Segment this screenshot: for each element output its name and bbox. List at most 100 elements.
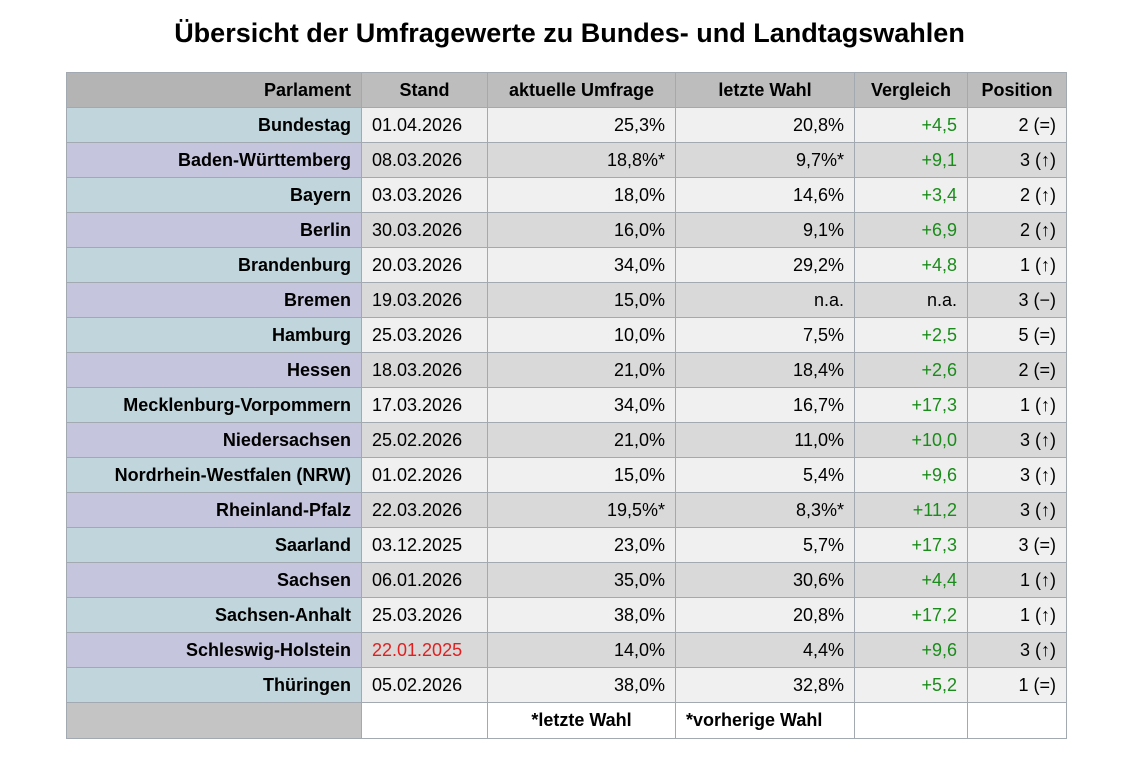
cell-umfrage: 21,0% [487, 352, 676, 388]
table-row: Sachsen-Anhalt 25.03.2026 38,0% 20,8% +17,2 1… [66, 597, 1067, 633]
cell-position: 1 (↑) [967, 562, 1067, 598]
cell-position: 3 (↑) [967, 142, 1067, 178]
cell-umfrage: 21,0% [487, 422, 676, 458]
header-stand[interactable]: Stand [361, 72, 488, 108]
poll-table: Parlament Stand aktuelle Umfrage letzte … [66, 72, 1067, 739]
cell-stand: 01.02.2026 [361, 457, 488, 493]
cell-parlament: Berlin [66, 212, 362, 248]
table-row: Berlin 30.03.2026 16,0% 9,1% +6,9 2 (↑) [66, 212, 1067, 248]
cell-vergleich: +6,9 [854, 212, 968, 248]
cell-umfrage: 38,0% [487, 667, 676, 703]
cell-parlament: Nordrhein-Westfalen (NRW) [66, 457, 362, 493]
footer-blank-cell [66, 702, 362, 739]
cell-vergleich: +17,3 [854, 387, 968, 423]
cell-stand: 03.03.2026 [361, 177, 488, 213]
cell-umfrage: 14,0% [487, 632, 676, 668]
cell-wahl: 16,7% [675, 387, 855, 423]
cell-umfrage: 16,0% [487, 212, 676, 248]
cell-stand: 20.03.2026 [361, 247, 488, 283]
cell-stand: 22.03.2026 [361, 492, 488, 528]
header-umfrage[interactable]: aktuelle Umfrage [487, 72, 676, 108]
cell-parlament: Mecklenburg-Vorpommern [66, 387, 362, 423]
table-row: Bremen 19.03.2026 15,0% n.a. n.a. 3 (−) [66, 282, 1067, 318]
cell-stand: 19.03.2026 [361, 282, 488, 318]
cell-umfrage: 38,0% [487, 597, 676, 633]
cell-vergleich: +5,2 [854, 667, 968, 703]
table-row: Saarland 03.12.2025 23,0% 5,7% +17,3 3 (=) [66, 527, 1067, 563]
cell-umfrage: 15,0% [487, 457, 676, 493]
cell-stand: 03.12.2025 [361, 527, 488, 563]
cell-umfrage: 18,0% [487, 177, 676, 213]
cell-umfrage: 10,0% [487, 317, 676, 353]
table-row: Bayern 03.03.2026 18,0% 14,6% +3,4 2 (↑) [66, 177, 1067, 213]
cell-stand: 25.03.2026 [361, 597, 488, 633]
table-footer-row: *letzte Wahl *vorherige Wahl [66, 702, 1067, 739]
cell-wahl: n.a. [675, 282, 855, 318]
cell-parlament: Thüringen [66, 667, 362, 703]
cell-wahl: 9,7%* [675, 142, 855, 178]
cell-wahl: 7,5% [675, 317, 855, 353]
cell-position: 2 (↑) [967, 212, 1067, 248]
cell-stand: 25.02.2026 [361, 422, 488, 458]
cell-parlament: Saarland [66, 527, 362, 563]
cell-position: 3 (=) [967, 527, 1067, 563]
cell-vergleich: +10,0 [854, 422, 968, 458]
cell-stand: 17.03.2026 [361, 387, 488, 423]
cell-parlament: Hamburg [66, 317, 362, 353]
header-parlament[interactable]: Parlament [66, 72, 362, 108]
table-row: Brandenburg 20.03.2026 34,0% 29,2% +4,8 1 (↑) [66, 247, 1067, 283]
cell-parlament: Sachsen [66, 562, 362, 598]
header-position[interactable]: Position [967, 72, 1067, 108]
cell-umfrage: 15,0% [487, 282, 676, 318]
cell-wahl: 5,4% [675, 457, 855, 493]
page-title: Übersicht der Umfragewerte zu Bundes- un… [174, 18, 965, 48]
cell-wahl: 30,6% [675, 562, 855, 598]
cell-umfrage: 19,5%* [487, 492, 676, 528]
cell-vergleich: +4,5 [854, 107, 968, 143]
cell-umfrage: 18,8%* [487, 142, 676, 178]
cell-position: 3 (↑) [967, 632, 1067, 668]
table-row: Schleswig-Holstein 22.01.2025 14,0% 4,4% +9,… [66, 632, 1067, 668]
cell-umfrage: 34,0% [487, 387, 676, 423]
table-row: Rheinland-Pfalz 22.03.2026 19,5%* 8,3%* +11,… [66, 492, 1067, 528]
table-row: Baden-Württemberg 08.03.2026 18,8%* 9,7%* +9… [66, 142, 1067, 178]
cell-parlament: Bundestag [66, 107, 362, 143]
table-row: Thüringen 05.02.2026 38,0% 32,8% +5,2 1 (=) [66, 667, 1067, 703]
cell-stand: 05.02.2026 [361, 667, 488, 703]
cell-wahl: 18,4% [675, 352, 855, 388]
header-vergleich[interactable]: Vergleich [854, 72, 968, 108]
table-body: Bundestag 01.04.2026 25,3% 20,8% +4,5 2 (=) Ba… [66, 107, 1067, 703]
cell-parlament: Bremen [66, 282, 362, 318]
cell-umfrage: 25,3% [487, 107, 676, 143]
cell-vergleich: +4,8 [854, 247, 968, 283]
cell-stand: 01.04.2026 [361, 107, 488, 143]
table-row: Hamburg 25.03.2026 10,0% 7,5% +2,5 5 (=) [66, 317, 1067, 353]
cell-umfrage: 35,0% [487, 562, 676, 598]
cell-wahl: 9,1% [675, 212, 855, 248]
cell-position: 1 (=) [967, 667, 1067, 703]
cell-wahl: 32,8% [675, 667, 855, 703]
cell-stand: 25.03.2026 [361, 317, 488, 353]
cell-wahl: 8,3%* [675, 492, 855, 528]
cell-position: 1 (↑) [967, 387, 1067, 423]
cell-stand: 30.03.2026 [361, 212, 488, 248]
cell-position: 3 (↑) [967, 422, 1067, 458]
cell-parlament: Sachsen-Anhalt [66, 597, 362, 633]
cell-position: 2 (=) [967, 107, 1067, 143]
table-row: Bundestag 01.04.2026 25,3% 20,8% +4,5 2 (=) [66, 107, 1067, 143]
cell-vergleich: n.a. [854, 282, 968, 318]
cell-parlament: Bayern [66, 177, 362, 213]
cell-stand: 22.01.2025 [361, 632, 488, 668]
cell-parlament: Rheinland-Pfalz [66, 492, 362, 528]
cell-wahl: 11,0% [675, 422, 855, 458]
cell-vergleich: +17,3 [854, 527, 968, 563]
table-row: Mecklenburg-Vorpommern 17.03.2026 34,0% 16,… [66, 387, 1067, 423]
cell-stand: 06.01.2026 [361, 562, 488, 598]
cell-position: 2 (=) [967, 352, 1067, 388]
table-row: Hessen 18.03.2026 21,0% 18,4% +2,6 2 (=) [66, 352, 1067, 388]
header-wahl[interactable]: letzte Wahl [675, 72, 855, 108]
cell-position: 3 (↑) [967, 492, 1067, 528]
footer-note-wahl: *vorherige Wahl [675, 702, 855, 739]
cell-position: 3 (↑) [967, 457, 1067, 493]
cell-umfrage: 34,0% [487, 247, 676, 283]
